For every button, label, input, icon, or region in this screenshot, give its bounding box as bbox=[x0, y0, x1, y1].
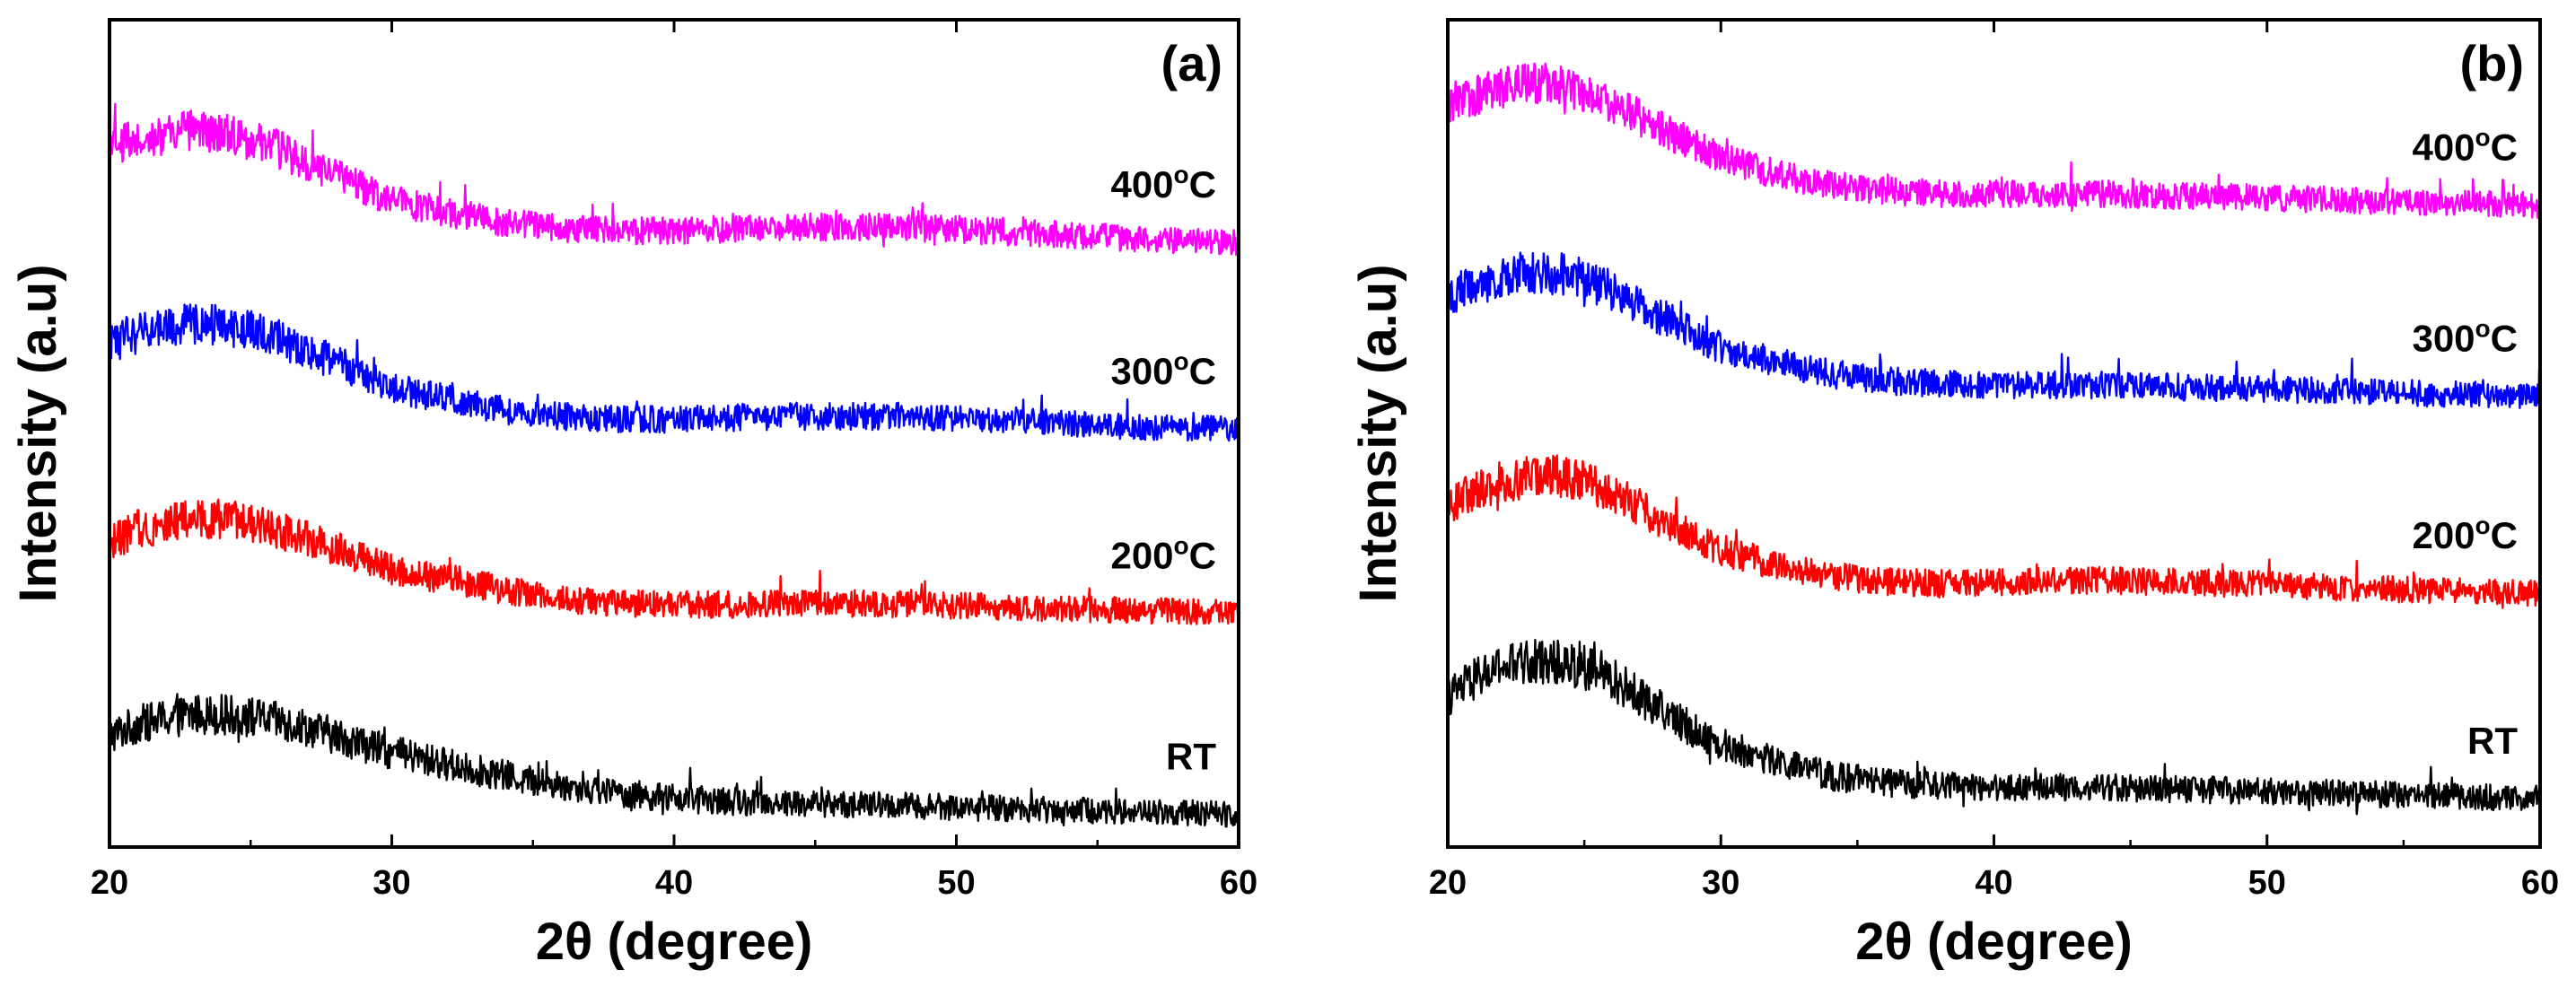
x-tick-label: 40 bbox=[655, 864, 693, 902]
x-tick-label: 40 bbox=[1975, 864, 2012, 902]
series-line-RT bbox=[1448, 639, 2540, 816]
series-label-300oC: 300oC bbox=[2412, 315, 2518, 360]
x-tick-label: 20 bbox=[1429, 864, 1467, 902]
x-tick-label: 30 bbox=[372, 864, 410, 902]
x-axis-label: 2θ (degree) bbox=[536, 913, 813, 971]
series-line-400oC bbox=[1448, 62, 2540, 219]
series-line-200oC bbox=[110, 498, 1239, 625]
series-label-300oC: 300oC bbox=[1110, 347, 1216, 392]
series-label-200oC: 200oC bbox=[2412, 511, 2518, 556]
series-line-400oC bbox=[110, 102, 1239, 257]
x-tick-label: 50 bbox=[937, 864, 975, 902]
series-line-RT bbox=[110, 693, 1239, 828]
x-tick-label: 60 bbox=[2521, 864, 2559, 902]
chart-panel-0: RT 200oC 300oC 400oC 20 30 40 50 60 2θ (degree) In… bbox=[9, 18, 1257, 971]
series-line-200oC bbox=[1448, 454, 2540, 609]
x-tick-label: 20 bbox=[91, 864, 128, 902]
plot-frame bbox=[1446, 18, 2542, 849]
chart-panel-1: RT 200oC 300oC 400oC 20 30 40 50 60 2θ (degree) In… bbox=[1349, 18, 2559, 971]
y-axis-label: Intensity (a.u) bbox=[9, 264, 67, 602]
panel-label: (b) bbox=[2459, 35, 2524, 92]
series-label-RT: RT bbox=[2467, 720, 2518, 762]
panel-label: (a) bbox=[1161, 35, 1222, 92]
series-line-300oC bbox=[1448, 251, 2540, 409]
series-line-300oC bbox=[110, 303, 1239, 442]
series-label-400oC: 400oC bbox=[2412, 124, 2518, 169]
y-axis-label: Intensity (a.u) bbox=[1349, 264, 1407, 602]
x-tick-label: 60 bbox=[1220, 864, 1257, 902]
series-label-400oC: 400oC bbox=[1110, 161, 1216, 205]
x-tick-label: 50 bbox=[2248, 864, 2286, 902]
x-axis-label: 2θ (degree) bbox=[1855, 913, 2133, 971]
series-label-200oC: 200oC bbox=[1110, 531, 1216, 576]
x-tick-label: 30 bbox=[1702, 864, 1739, 902]
series-label-RT: RT bbox=[1166, 735, 1216, 777]
